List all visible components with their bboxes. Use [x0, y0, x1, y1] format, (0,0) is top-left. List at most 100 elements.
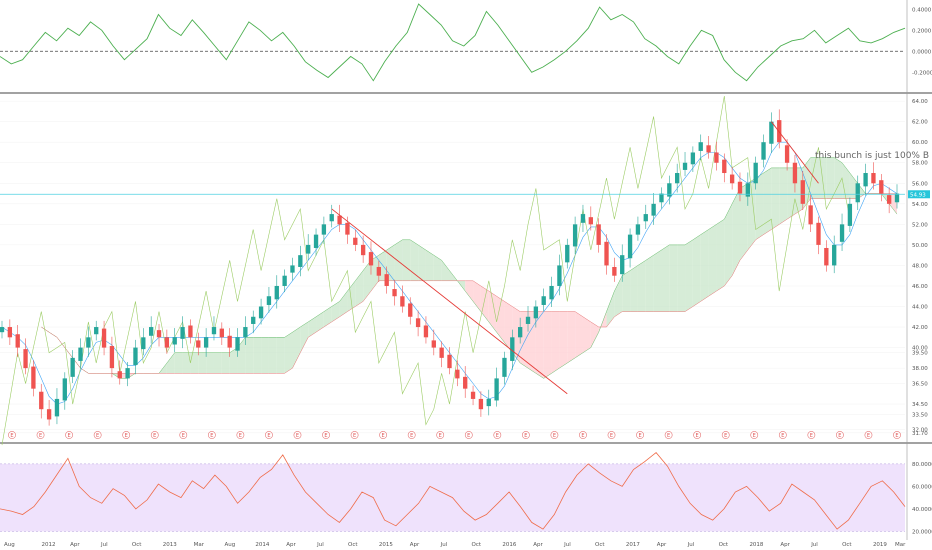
candle [706, 145, 711, 153]
cloud-segment [708, 224, 717, 297]
x-tick: Aug [4, 542, 15, 548]
cloud-segment [323, 306, 332, 328]
cloud-segment [363, 260, 371, 302]
earnings-marker [8, 431, 16, 439]
cloud-segment [763, 167, 772, 235]
cloud-segment [755, 173, 764, 240]
x-tick: 2015 [379, 542, 393, 548]
earnings-marker [236, 431, 245, 439]
cloud-segment [402, 239, 411, 281]
candle [39, 391, 44, 410]
earnings-marker-label: E [382, 433, 385, 439]
earnings-marker [521, 431, 530, 439]
candle [463, 376, 468, 389]
candle [557, 265, 562, 286]
price-y-tick: 64.00 [912, 99, 928, 105]
candle [235, 337, 240, 351]
candle [180, 327, 185, 339]
candle [164, 337, 170, 348]
earnings-marker [807, 431, 816, 439]
candle [533, 306, 539, 319]
candle [824, 247, 829, 266]
candle [863, 173, 868, 187]
price-panel: 54.93 64.00 62.00 60.00 58.00 56.00 54.00 52.00… [0, 95, 930, 446]
cloud-segment [661, 244, 670, 312]
x-tick: 2012 [41, 542, 55, 548]
candle [423, 325, 429, 338]
earnings-marker [122, 431, 131, 439]
candle [690, 152, 696, 165]
earnings-marker [150, 431, 159, 439]
oscillator-y-tick: 40.0000 [912, 507, 932, 513]
candle [431, 340, 436, 348]
cloud-segment [575, 311, 583, 358]
candle [101, 328, 107, 348]
momentum-y-tick: 0.2000 [912, 28, 932, 34]
cloud-segment [637, 260, 646, 312]
candle [777, 120, 782, 143]
candle [847, 203, 853, 226]
candle [117, 371, 122, 379]
candle [46, 409, 52, 420]
candle [667, 183, 672, 197]
momentum-line [0, 3, 906, 82]
cloud-segment [268, 337, 277, 374]
trendline-recent [771, 121, 819, 184]
last-price-badge [908, 190, 930, 199]
cloud-segment [614, 275, 623, 317]
cloud-segment [166, 352, 175, 374]
x-tick: Apr [780, 542, 790, 548]
earnings-marker-label: E [353, 433, 356, 439]
earnings-marker [65, 431, 73, 439]
x-tick: Oct [719, 542, 729, 548]
x-tick: 2014 [255, 542, 269, 548]
price-y-tick: 50.00 [912, 243, 928, 249]
candle [94, 327, 99, 335]
price-y-tick: 34.50 [912, 402, 928, 408]
cloud-segment [551, 311, 560, 374]
oscillator-y-tick: 60.0000 [912, 484, 932, 490]
candle [211, 327, 217, 335]
candle [470, 391, 476, 399]
candle [203, 337, 209, 348]
x-tick: 2018 [749, 542, 763, 548]
candle [486, 398, 491, 407]
candle [133, 347, 138, 366]
candle [455, 369, 460, 379]
price-y-tick: 44.00 [912, 305, 928, 311]
candle [627, 234, 633, 259]
candle [879, 180, 884, 194]
earnings-marker-label: E [496, 433, 499, 439]
candle [808, 205, 813, 225]
earnings-marker [493, 431, 502, 439]
candle [729, 174, 735, 184]
cloud-segment [567, 311, 576, 363]
candle [478, 398, 484, 410]
momentum-y-tick: -0.2000 [912, 70, 932, 76]
candle [188, 325, 193, 338]
oscillator-line [0, 452, 906, 530]
cloud-segment [582, 316, 591, 353]
candle [816, 222, 821, 245]
price-y-tick: 33.50 [912, 412, 928, 418]
x-tick: Apr [533, 542, 543, 548]
cloud-segment [221, 352, 230, 374]
earnings-marker [693, 431, 702, 439]
candle [769, 121, 774, 144]
cloud-segment [716, 219, 725, 292]
candle [282, 275, 287, 286]
cloud-segment [465, 280, 474, 302]
price-y-tick: 58.00 [912, 161, 928, 167]
cloud-segment [418, 244, 426, 281]
cloud-span-b [41, 193, 897, 374]
cloud-segment [292, 327, 301, 369]
price-y-tick: 39.50 [912, 351, 928, 357]
x-tick: Oct [132, 542, 142, 548]
earnings-marker-label: E [553, 433, 556, 439]
cloud-segment [473, 280, 481, 312]
candle [219, 328, 224, 338]
cloud-segment [653, 250, 662, 312]
x-tick: Aug [225, 542, 236, 548]
candle [722, 159, 727, 174]
